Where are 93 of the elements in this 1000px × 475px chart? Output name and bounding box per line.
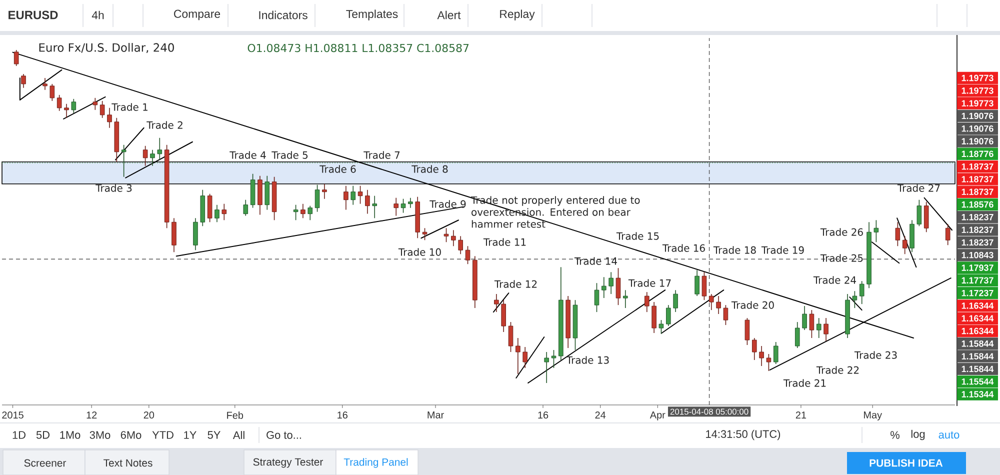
text: log [911, 430, 925, 440]
annotation: Trade 22 [816, 366, 859, 374]
annotation: Trade 10 [398, 248, 441, 256]
text: 6Mo [120, 431, 142, 439]
annotation: Trade 23 [854, 351, 897, 359]
text: 1.19076 [962, 112, 994, 120]
text: 1.19773 [962, 87, 994, 94]
text: 1.18237 [962, 226, 994, 233]
text: 1.15844 [962, 353, 994, 360]
x-tick-label: 20 [144, 412, 154, 419]
text: Alert [437, 10, 461, 20]
annotation: Trade 25 [820, 254, 863, 262]
text: 1.19076 [962, 138, 994, 144]
x-tick-label: 16 [338, 412, 348, 419]
annotation: Trade 1 [112, 103, 148, 111]
annotation: Trade 6 [320, 165, 356, 173]
text: Compare [174, 10, 220, 20]
text: All [232, 431, 244, 439]
text: 1D [12, 431, 26, 439]
text: 5D [36, 431, 50, 439]
annotation: Trade 24 [813, 276, 856, 284]
annotation: Trade 19 [761, 246, 804, 254]
annotation: Trade 8 [412, 165, 448, 173]
text: 1Y [184, 431, 196, 439]
text: 1.18237 [962, 239, 994, 246]
annotation: Trade 15 [616, 232, 659, 240]
text: Text Notes [104, 459, 152, 467]
annotation: Trade 18 [713, 246, 756, 254]
ref-line-label: 2015-04-08 05:00:00 [670, 408, 748, 415]
annotation: Trade 11 [483, 238, 526, 246]
text: 1.19773 [962, 74, 994, 82]
text: 1.15844 [962, 366, 994, 372]
text: 4h [92, 10, 104, 20]
text: Templates [346, 10, 398, 20]
text: 1.19076 [962, 125, 994, 132]
annotation: Trade 16 [662, 244, 705, 252]
text: 1.17237 [962, 290, 994, 296]
x-tick-label: 21 [796, 412, 806, 418]
text: 1.18737 [962, 188, 994, 196]
text: auto [938, 431, 960, 439]
text: 1Mo [60, 431, 80, 439]
text: EURUSD [8, 10, 58, 20]
annotation: Trade 20 [731, 301, 774, 309]
annotation: Trade 7 [364, 151, 400, 159]
text: Go to... [266, 431, 301, 439]
text: 1.17737 [962, 277, 994, 284]
x-tick-label: Apr [650, 412, 666, 420]
text: 14:31:50 (UTC) [706, 430, 780, 440]
text: Replay [500, 10, 535, 20]
x-tick-label: Feb [227, 412, 244, 419]
x-tick-label: Mar [428, 412, 444, 418]
text: Indicators [259, 10, 308, 20]
x-tick-label: 12 [86, 412, 97, 418]
annotation: Trade 9 [430, 200, 466, 208]
text: 1.15844 [962, 340, 994, 347]
text: YTD [152, 431, 174, 439]
text: Trading Panel [344, 458, 408, 468]
text: 1.16344 [962, 302, 994, 309]
text: 1.15544 [962, 378, 994, 385]
annotation: Trade 26 [820, 228, 863, 236]
text: 5Y [208, 431, 220, 439]
annotation: Trade 17 [628, 279, 671, 287]
text: 1.18237 [962, 214, 994, 220]
annotation: Trade 12 [494, 280, 537, 288]
text: 1.18737 [962, 163, 994, 170]
text: % [890, 431, 900, 439]
annotation: Trade 3 [96, 184, 132, 192]
x-tick-label: 16 [538, 412, 548, 419]
annotation: Trade 27 [897, 184, 940, 192]
text: 1.17937 [962, 264, 994, 271]
annotation: Trade 5 [272, 151, 308, 159]
text: 3Mo [90, 431, 110, 439]
chart-subtitle: O1.08473 H1.08811 L1.08357 C1.08587 [248, 44, 469, 52]
text: Strategy Tester [253, 458, 324, 468]
text: PUBLISH IDEA [870, 459, 943, 467]
annotation: Trade 21 [783, 379, 826, 387]
x-tick-label: May [864, 412, 882, 420]
x-tick-label: 24 [595, 412, 606, 418]
annotation: Trade 13 [566, 356, 609, 364]
text: 1.16344 [962, 328, 994, 334]
text: 1.19773 [962, 100, 994, 106]
text: 1.15344 [962, 391, 994, 398]
text: 1.18576 [962, 201, 994, 208]
annotation: Trade 2 [146, 121, 182, 129]
x-tick-label: 2015 [2, 412, 24, 419]
text: Screener [24, 459, 66, 467]
text: 1.18776 [962, 150, 994, 158]
chart-title: Euro Fx/U.S. Dollar, 240 [39, 42, 174, 54]
text: 1.10843 [962, 252, 994, 258]
text: 1.18737 [962, 176, 994, 182]
annotation: Trade 14 [574, 257, 617, 265]
annotation: Trade 4 [230, 151, 266, 159]
text: 1.16344 [962, 315, 994, 322]
